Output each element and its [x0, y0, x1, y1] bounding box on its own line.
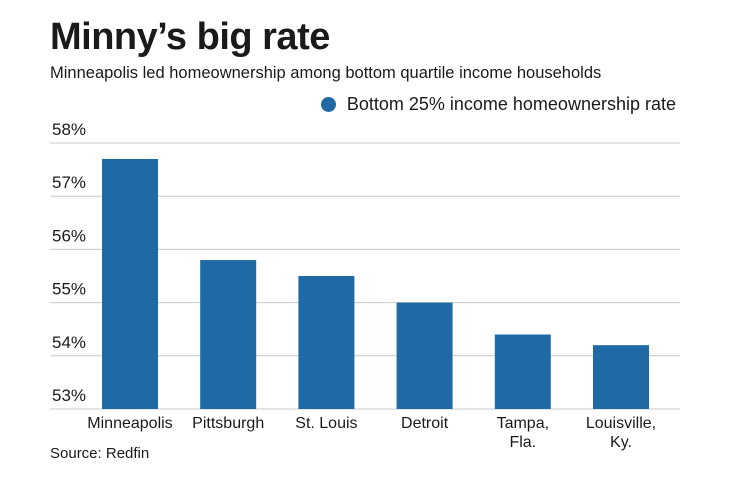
legend-label: Bottom 25% income homeownership rate — [346, 94, 676, 114]
bar — [298, 276, 355, 409]
bar — [494, 334, 551, 409]
bar — [396, 302, 453, 409]
y-tick-label: 55% — [52, 280, 86, 299]
chart-subtitle: Minneapolis led homeownership among bott… — [50, 64, 602, 82]
bar — [200, 260, 257, 409]
x-tick-label: Pittsburgh — [192, 415, 264, 432]
legend-swatch — [320, 96, 336, 112]
chart-title: Minny’s big rate — [50, 16, 330, 58]
y-tick-label: 53% — [52, 386, 86, 405]
x-axis-labels: Minneapolis Pittsburgh St. Louis Detroit Tam… — [87, 415, 656, 451]
legend: Bottom 25% income homeownership rate — [320, 92, 676, 116]
y-tick-label: 57% — [52, 173, 86, 192]
bars — [102, 158, 649, 409]
y-axis-ticks: 53% 54% 55% 56% 57% 58% — [52, 120, 86, 405]
x-tick-label: Detroit — [401, 415, 449, 432]
y-tick-label: 58% — [52, 120, 86, 139]
bar — [593, 345, 649, 409]
x-tick-label: Minneapolis — [87, 415, 172, 432]
bar — [102, 158, 158, 409]
x-tick-label: Fla. — [509, 434, 536, 451]
x-tick-label: Ky. — [610, 434, 632, 451]
y-tick-label: 54% — [52, 333, 86, 352]
x-tick-label: Tampa, — [497, 415, 549, 432]
source-note: Source: Redfin — [50, 445, 150, 462]
y-tick-label: 56% — [52, 226, 86, 245]
x-tick-label: Louisville, — [586, 415, 656, 432]
x-tick-label: St. Louis — [295, 415, 357, 432]
